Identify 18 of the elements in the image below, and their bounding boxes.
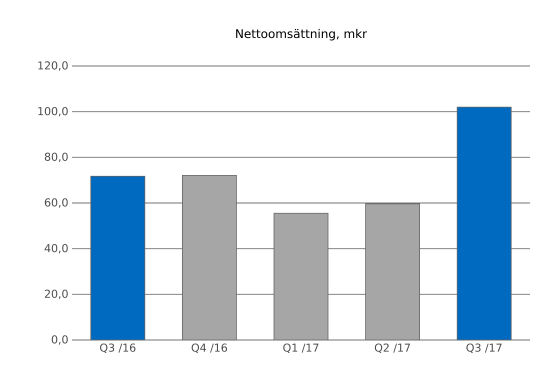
x-tick-label: Q2 /17 bbox=[374, 344, 410, 354]
bar bbox=[456, 106, 512, 340]
y-tick-label: 100,0 bbox=[38, 106, 68, 116]
y-tick-label: 20,0 bbox=[44, 290, 68, 300]
chart-title: Nettoomsättning, mkr bbox=[236, 28, 368, 40]
bar bbox=[90, 176, 146, 340]
x-tick-label: Q3 /17 bbox=[466, 344, 502, 354]
y-tick-label: 80,0 bbox=[44, 152, 68, 162]
x-tick-label: Q1 /17 bbox=[283, 344, 318, 354]
y-tick-label: 120,0 bbox=[38, 61, 68, 71]
y-tick-label: 60,0 bbox=[44, 198, 68, 208]
y-tick-label: 0,0 bbox=[52, 335, 68, 345]
bar bbox=[365, 204, 420, 340]
y-tick-label: 40,0 bbox=[44, 244, 68, 254]
bar bbox=[182, 174, 237, 340]
x-tick-label: Q4 /16 bbox=[192, 344, 228, 354]
x-tick-label: Q3 /16 bbox=[100, 344, 136, 354]
bar bbox=[274, 212, 328, 340]
